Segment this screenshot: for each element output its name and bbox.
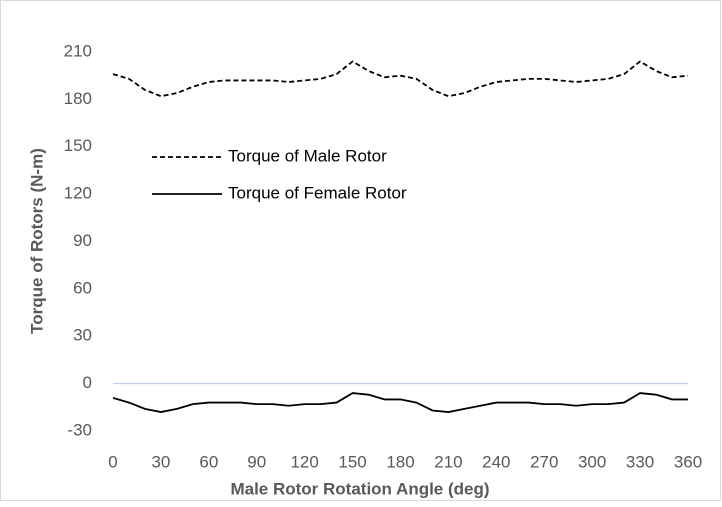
y-tick-label: -30 [67,420,92,439]
y-tick-label: 0 [83,373,92,392]
x-tick-label: 90 [247,452,266,471]
x-tick-label: 330 [626,452,654,471]
y-axis-title: Torque of Rotors (N-m) [27,148,46,334]
legend-label: Torque of Male Rotor [228,146,387,165]
y-tick-label: 60 [73,278,92,297]
x-tick-label: 270 [530,452,558,471]
y-tick-label: 30 [73,326,92,345]
x-tick-label: 360 [674,452,702,471]
series-line [112,60,689,98]
y-tick-label: 210 [64,41,92,60]
x-tick-label: 0 [108,452,117,471]
x-tick-label: 150 [338,452,366,471]
x-axis-title: Male Rotor Rotation Angle (deg) [230,479,489,498]
y-tick-label: 120 [64,184,92,203]
x-tick-label: 120 [290,452,318,471]
x-tick-label: 240 [482,452,510,471]
x-tick-label: 210 [434,452,462,471]
y-tick-label: 180 [64,89,92,108]
series-line [112,392,688,413]
y-tick-label: 150 [64,136,92,155]
x-tick-label: 30 [151,452,170,471]
legend-label: Torque of Female Rotor [228,183,407,202]
y-tick-label: 90 [73,231,92,250]
x-tick-label: 300 [578,452,606,471]
x-tick-label: 180 [386,452,414,471]
x-tick-label: 60 [199,452,218,471]
